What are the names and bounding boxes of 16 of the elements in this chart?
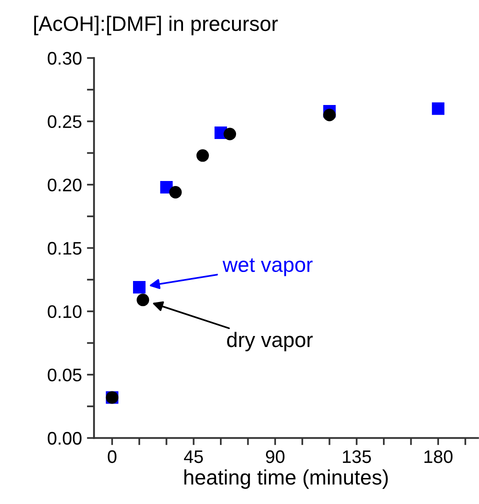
legend-label: wet vapor [222, 258, 313, 276]
x-tick-label: 0 [108, 450, 116, 464]
x-tick-label: 90 [266, 450, 284, 464]
y-axis-title: [AcOH]:[DMF] in precursor [34, 16, 278, 36]
x-axis-title: heating time (minutes) [184, 469, 388, 489]
y-tick-label: 0.10 [48, 305, 82, 318]
y-tick-label: 0.25 [48, 115, 82, 128]
text: dry vapor [227, 332, 313, 352]
y-tick-label: 0.05 [48, 368, 82, 382]
y-tick-label: 0.30 [48, 52, 82, 65]
y-tick-label: 0.15 [48, 242, 82, 255]
y-tick-label: 0.20 [48, 178, 82, 192]
x-tick-label: 180 [424, 450, 453, 464]
y-tick-label: 0.00 [48, 432, 82, 445]
x-tick-label: 135 [342, 450, 371, 464]
x-tick-label: 45 [184, 450, 203, 464]
